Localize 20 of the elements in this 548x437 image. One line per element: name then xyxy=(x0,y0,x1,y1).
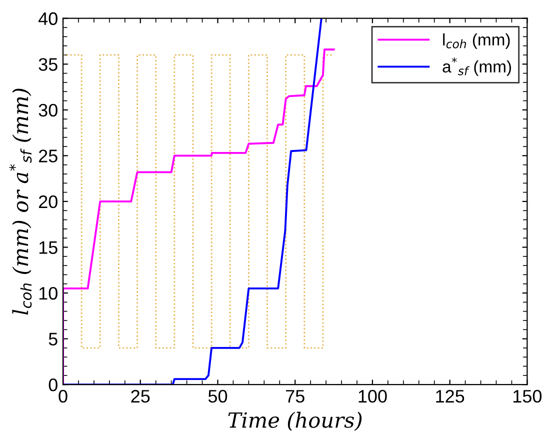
x-tick-label: 125 xyxy=(436,390,464,403)
x-axis-title: Time (hours) xyxy=(228,412,362,431)
y-tick-label: 35 xyxy=(38,58,58,71)
x-tick-label: 75 xyxy=(286,390,304,403)
y-tick-label: 20 xyxy=(38,195,58,208)
x-tick-label: 25 xyxy=(131,390,150,403)
legend-label: a$^{*}$$_{sf}$ (mm) xyxy=(442,57,511,76)
y-tick-label: 5 xyxy=(48,332,58,346)
legend-label: l$_{coh}$ (mm) xyxy=(443,33,510,49)
x-tick-label: 150 xyxy=(513,390,542,403)
y-tick-label: 10 xyxy=(39,286,58,300)
x-tick-label: 50 xyxy=(208,390,228,403)
y-tick-label: 30 xyxy=(38,104,58,117)
y-tick-label: 40 xyxy=(38,12,58,26)
x-tick-label: 100 xyxy=(358,390,387,403)
y-tick-label: 0 xyxy=(48,378,58,392)
y-axis-title: l$_{coh}$ (mm) or a$^{*}$$_{sf}$ (mm) xyxy=(9,88,32,315)
y-tick-label: 15 xyxy=(39,241,58,254)
x-tick-label: 0 xyxy=(58,390,68,403)
y-tick-label: 25 xyxy=(38,150,58,162)
